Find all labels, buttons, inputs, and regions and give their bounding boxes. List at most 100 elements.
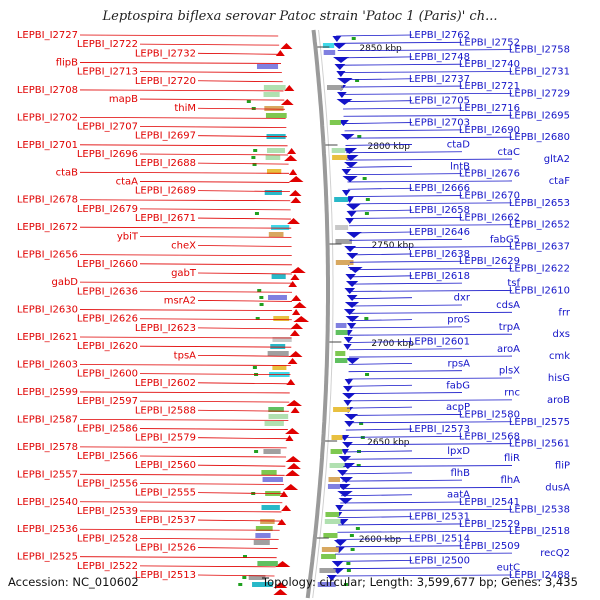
kbp-tick-label: 2750 kbp xyxy=(372,241,415,251)
leader-line xyxy=(347,173,463,176)
leader-line xyxy=(197,492,284,495)
forward-gene-arrow xyxy=(343,344,352,350)
leader-line xyxy=(79,254,292,257)
marker-tick xyxy=(364,317,369,320)
leader-line xyxy=(344,129,463,132)
gene-label: LEPBI_I2697 xyxy=(135,131,196,142)
leader-line xyxy=(139,455,287,458)
gene-label: LEPBI_I2679 xyxy=(77,204,138,215)
leader-line xyxy=(345,136,513,139)
gene-label: fliR xyxy=(504,453,520,464)
leader-line xyxy=(342,472,413,475)
leader-line xyxy=(345,144,413,146)
reverse-gene-arrow xyxy=(290,323,304,329)
gene-label: LEPBI_I2575 xyxy=(509,417,570,428)
forward-gene-arrow xyxy=(343,386,353,392)
gene-label: LEPBI_I2488 xyxy=(509,570,570,581)
forward-gene-arrow xyxy=(346,253,359,259)
forward-gene-arrow xyxy=(332,36,342,42)
leader-line xyxy=(346,165,413,168)
gene-label: LEPBI_I2688 xyxy=(135,158,196,169)
gene-label: flhA xyxy=(501,475,521,486)
feature-box xyxy=(331,148,346,153)
forward-gene-arrow xyxy=(344,288,356,294)
forward-gene-arrow xyxy=(331,561,344,567)
feature-box xyxy=(323,533,338,538)
leader-line xyxy=(79,171,290,174)
leader-line xyxy=(349,290,513,292)
leader-line xyxy=(349,246,513,249)
leader-line xyxy=(79,309,292,311)
reverse-gene-arrow xyxy=(281,505,292,511)
leader-line xyxy=(333,567,463,570)
gene-label: LEPBI_I2620 xyxy=(77,341,138,352)
reverse-gene-arrow xyxy=(292,309,301,315)
gene-label: LEPBI_I2529 xyxy=(459,519,520,530)
forward-gene-arrow xyxy=(338,498,353,504)
leader-line xyxy=(79,556,277,559)
leader-line xyxy=(197,162,289,165)
leader-line xyxy=(348,384,413,387)
gene-label: LEPBI_I2560 xyxy=(135,460,196,471)
forward-gene-arrow xyxy=(335,505,344,511)
gene-label: LEPBI_I2568 xyxy=(459,431,520,442)
kbp-tick-label: 2850 kbp xyxy=(359,44,402,54)
gene-label: LEPBI_I2602 xyxy=(135,378,196,389)
feature-box xyxy=(270,344,286,349)
leader-line xyxy=(139,537,279,540)
gene-label: fabG5 xyxy=(490,234,520,245)
leader-line xyxy=(344,122,413,124)
leader-line xyxy=(139,373,291,376)
reverse-gene-arrow xyxy=(285,456,301,462)
gene-label: gabD xyxy=(51,277,78,288)
leader-line xyxy=(197,52,281,55)
gene-label: LEPBI_I2638 xyxy=(409,249,470,260)
feature-box xyxy=(264,106,284,111)
marker-tick xyxy=(242,576,247,579)
leader-line xyxy=(197,135,287,138)
leader-line xyxy=(343,114,513,117)
leader-line xyxy=(349,297,413,300)
feature-box xyxy=(322,43,335,48)
marker-tick xyxy=(343,583,348,586)
marker-tick xyxy=(252,366,257,369)
forward-gene-arrow xyxy=(347,267,363,273)
leader-line xyxy=(349,319,413,321)
gene-label: LEPBI_I2703 xyxy=(409,118,470,129)
reverse-gene-arrow xyxy=(288,169,298,175)
marker-tick xyxy=(259,303,264,306)
gene-label: tpsA xyxy=(174,350,196,361)
gene-label: ctaA xyxy=(116,176,139,187)
gene-label: LEPBI_I2653 xyxy=(509,198,570,209)
leader-line xyxy=(347,399,513,402)
feature-box xyxy=(265,155,281,160)
marker-tick xyxy=(255,317,260,320)
feature-box xyxy=(321,554,336,559)
feature-box xyxy=(335,330,348,335)
leader-line xyxy=(197,272,292,275)
forward-gene-arrow xyxy=(343,337,353,343)
gene-label: LEPBI_I2573 xyxy=(409,424,470,435)
marker-tick xyxy=(254,212,259,215)
feature-box xyxy=(332,155,348,160)
leader-line xyxy=(139,126,287,128)
reverse-gene-arrow xyxy=(287,148,297,154)
marker-tick xyxy=(362,177,367,180)
leader-line xyxy=(338,56,413,59)
leader-line xyxy=(139,510,282,513)
kbp-tick-label: 2650 kbp xyxy=(367,438,410,448)
leader-line xyxy=(139,483,284,485)
reverse-gene-arrow xyxy=(285,435,294,441)
marker-tick xyxy=(257,289,262,292)
gene-label: lntB xyxy=(450,161,470,172)
marker-tick xyxy=(251,156,256,159)
gene-label: LEPBI_I2555 xyxy=(135,488,196,499)
feature-box xyxy=(248,575,266,580)
marker-tick xyxy=(350,548,355,551)
leader-line xyxy=(197,354,292,357)
leader-line xyxy=(339,508,513,511)
feature-box xyxy=(335,239,352,244)
gene-label: LEPBI_I2537 xyxy=(135,515,196,526)
reverse-gene-arrow xyxy=(288,176,304,182)
